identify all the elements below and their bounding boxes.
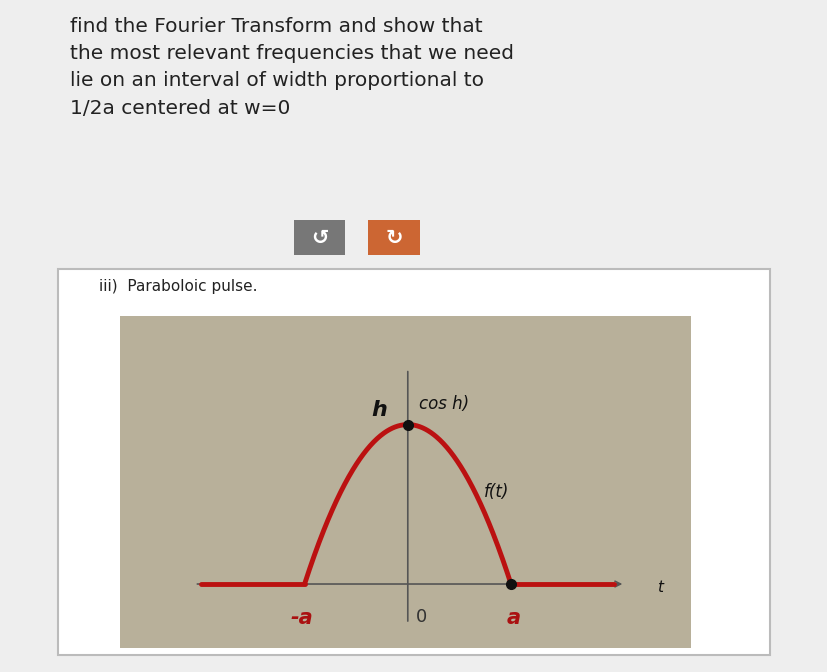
Text: -a: -a (290, 608, 313, 628)
Text: ↺: ↺ (310, 228, 328, 248)
Text: h: h (370, 400, 387, 420)
Text: iii)  Paraboloic pulse.: iii) Paraboloic pulse. (99, 279, 257, 294)
FancyBboxPatch shape (294, 220, 345, 255)
FancyBboxPatch shape (368, 220, 419, 255)
Text: 0: 0 (415, 608, 427, 626)
FancyBboxPatch shape (58, 269, 769, 655)
Text: f(t): f(t) (483, 482, 509, 501)
Text: ↻: ↻ (385, 228, 403, 248)
FancyBboxPatch shape (120, 316, 691, 648)
Text: a: a (506, 608, 520, 628)
Text: find the Fourier Transform and show that
the most relevant frequencies that we n: find the Fourier Transform and show that… (70, 17, 514, 118)
Text: t: t (656, 581, 662, 595)
Text: cos h): cos h) (418, 395, 468, 413)
